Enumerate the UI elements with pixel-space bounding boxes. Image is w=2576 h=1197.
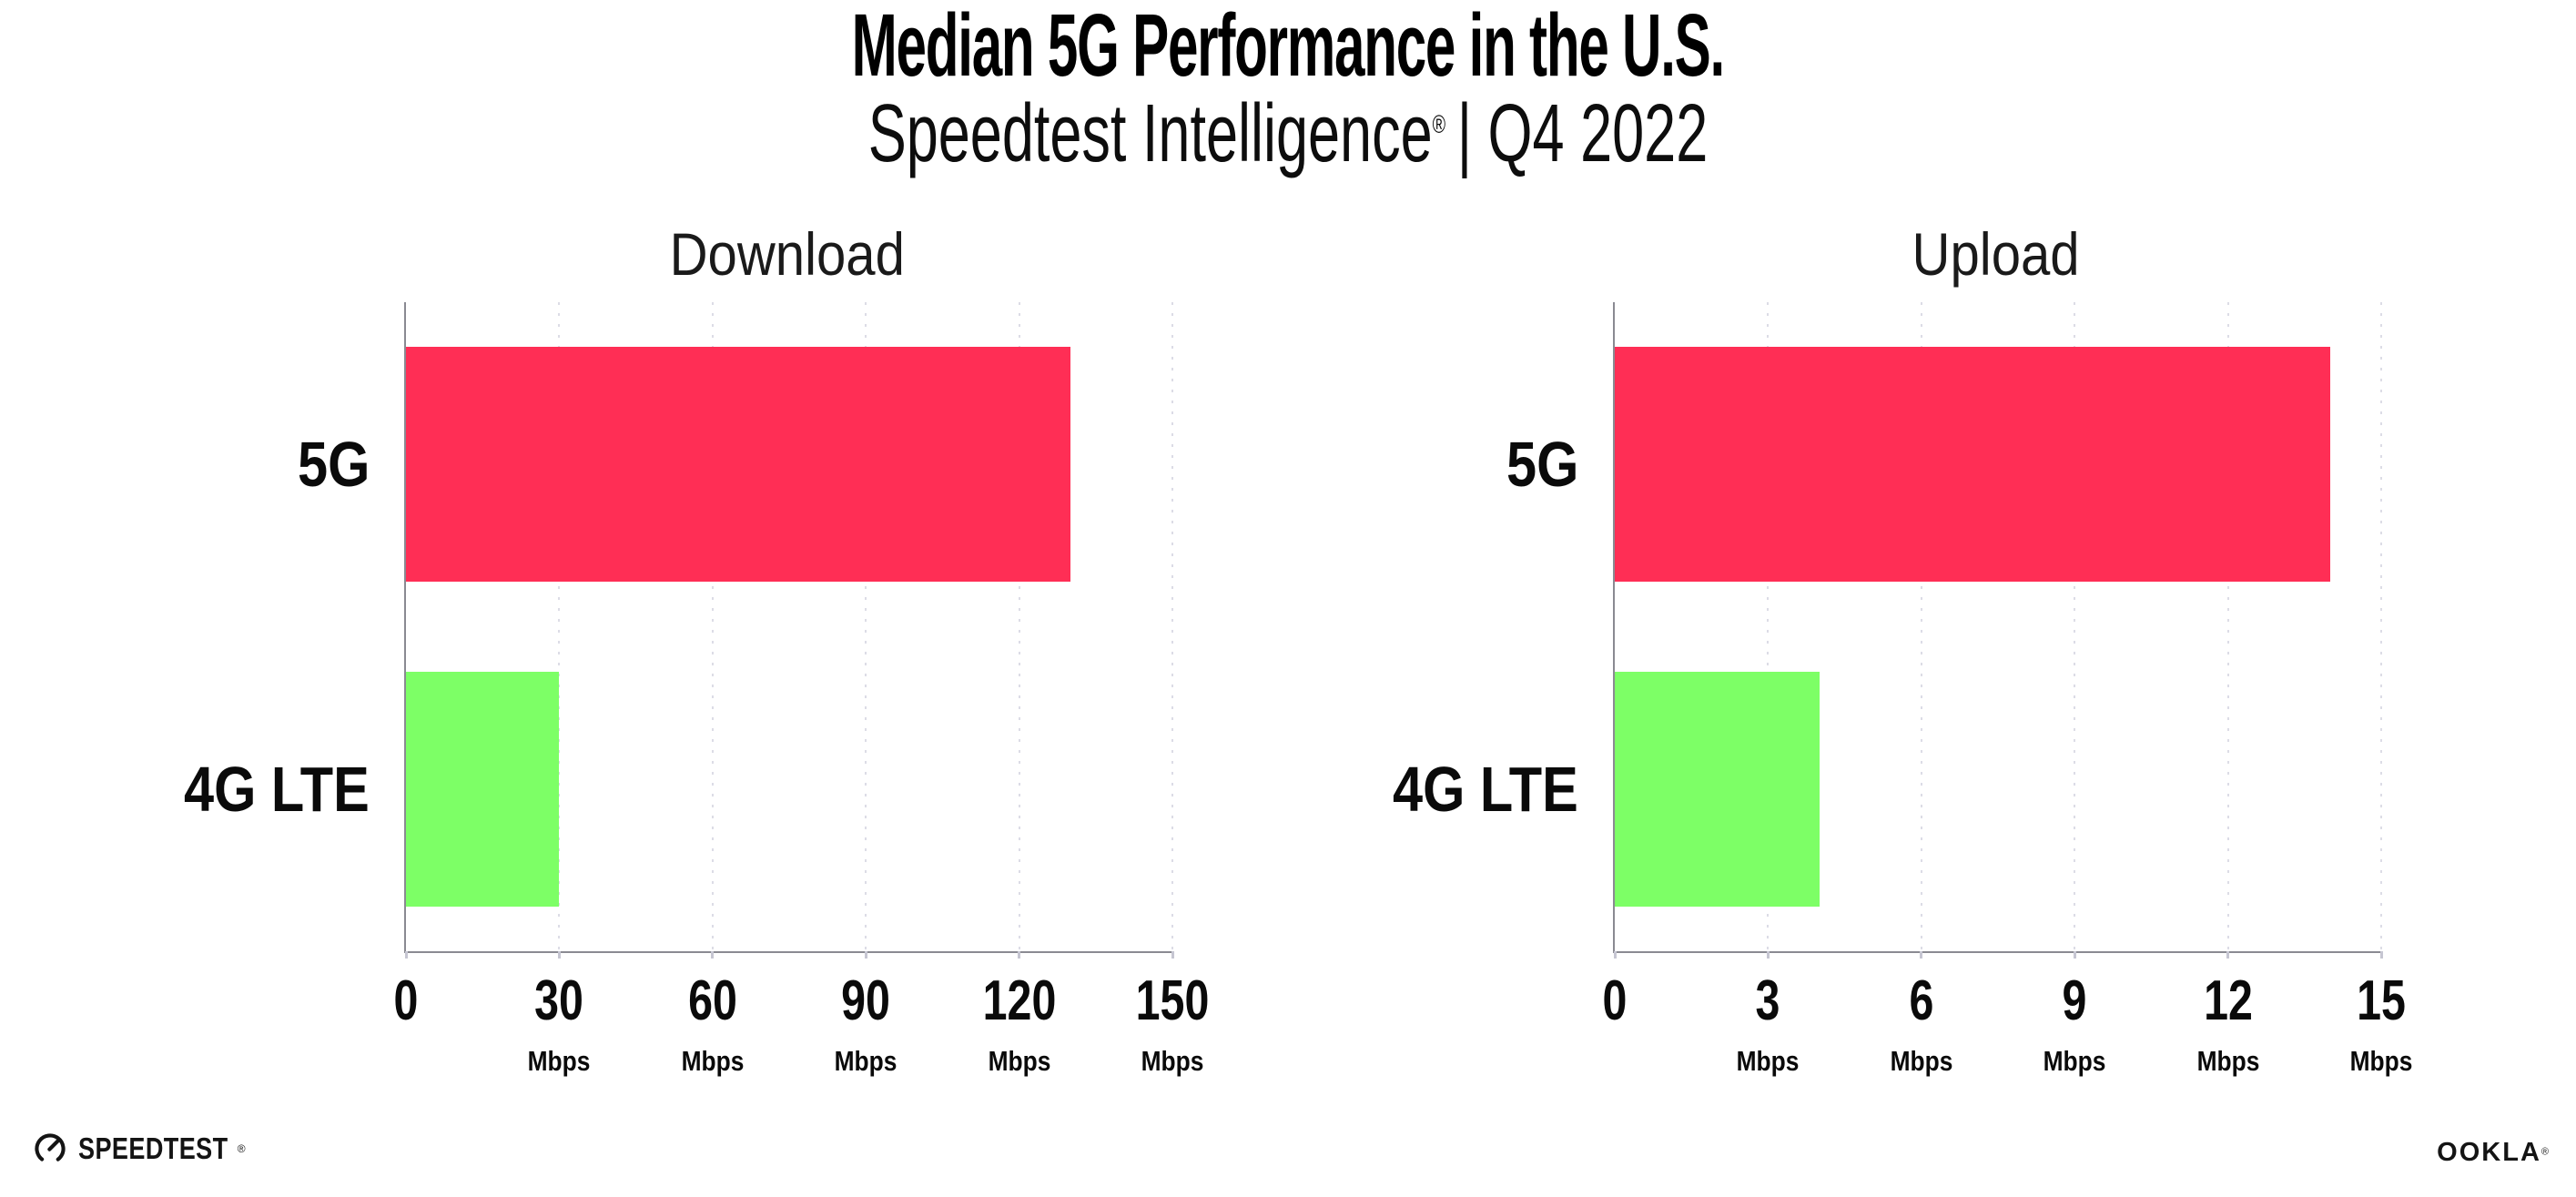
x-gridline [2226, 302, 2229, 951]
category-label: 5G [1506, 429, 1578, 501]
chart-title-text: Download [669, 220, 906, 288]
speedtest-logo: SPEEDTEST ® [33, 1129, 246, 1169]
x-tick-unit: Mbps [1141, 1045, 1204, 1077]
x-tick-label: 150 [1135, 969, 1210, 1032]
x-tick-unit: Mbps [2043, 1045, 2106, 1077]
x-tick-unit: Mbps [834, 1045, 898, 1077]
x-gridline [1920, 302, 1922, 951]
x-axis-tick [1171, 951, 1174, 959]
x-tick-label: 30 [534, 969, 584, 1032]
bar-5g [406, 347, 1070, 583]
bar-4g-lte [1615, 671, 1820, 907]
registered-mark: ® [1432, 110, 1446, 138]
x-tick-label: 120 [982, 969, 1056, 1032]
x-axis-tick [864, 951, 867, 959]
bar-5g [1615, 347, 2330, 583]
x-tick-label: 15 [2357, 969, 2406, 1032]
x-tick-unit: Mbps [681, 1045, 745, 1077]
page-subtitle-text: Speedtest Intelligence® | Q4 2022 [868, 91, 1709, 177]
speedtest-registered-mark: ® [237, 1142, 246, 1155]
chart-title-upload: Upload [1613, 220, 2379, 291]
x-axis-tick [1920, 951, 1923, 959]
ookla-logo: OOKLA® [2437, 1138, 2549, 1168]
x-tick-unit: Mbps [1736, 1045, 1800, 1077]
chart-title-text: Upload [1912, 220, 2081, 288]
x-tick-label: 3 [1755, 969, 1780, 1032]
x-tick-label: 0 [393, 969, 419, 1032]
subtitle-period: | Q4 2022 [1456, 88, 1709, 179]
x-axis-tick [1766, 951, 1770, 959]
x-gridline [865, 302, 867, 951]
category-label: 4G LTE [1393, 753, 1578, 825]
x-tick-label: 6 [1909, 969, 1934, 1032]
x-tick-unit: Mbps [2196, 1045, 2259, 1077]
x-tick-unit: Mbps [988, 1045, 1050, 1077]
category-label: 4G LTE [184, 753, 370, 825]
x-gridline [1767, 302, 1770, 951]
plot-area-upload: 0 3 Mbps 6 Mbps 9 Mbps 12 Mbps 15 Mbps 5G 4G LTE [1393, 302, 2412, 1077]
page-title: Median 5G Performance in the U.S. [0, 0, 2576, 91]
speedtest-gauge-icon [35, 1133, 66, 1164]
x-axis-tick [2073, 951, 2076, 959]
x-gridline [1171, 302, 1173, 951]
x-axis-tick [557, 951, 561, 959]
x-gridline [2380, 302, 2382, 951]
x-tick-unit: Mbps [1890, 1045, 1953, 1077]
page-subtitle: Speedtest Intelligence® | Q4 2022 [0, 91, 2576, 178]
x-axis-tick [1018, 951, 1021, 959]
x-axis-tick [2379, 951, 2383, 959]
x-tick-label: 0 [1602, 969, 1628, 1032]
x-gridline [2074, 302, 2076, 951]
bar-4g-lte [406, 671, 560, 907]
x-axis-tick [2226, 951, 2230, 959]
x-gridline [558, 302, 561, 951]
plot-area-download: 0 30 Mbps 60 Mbps 90 Mbps 120 Mbps 150 Mbps 5G 4G LT… [184, 302, 1209, 1077]
x-axis-tick [404, 951, 408, 959]
chart-title-download: Download [404, 220, 1171, 291]
speedtest-wordmark: SPEEDTEST [78, 1131, 228, 1165]
x-tick-label: 9 [2062, 969, 2087, 1032]
x-axis-tick [1613, 951, 1617, 959]
x-gridline [711, 302, 714, 951]
category-label: 5G [297, 429, 370, 501]
page-title-text: Median 5G Performance in the U.S. [851, 0, 1726, 95]
x-tick-unit: Mbps [527, 1045, 591, 1077]
x-tick-label: 60 [687, 969, 737, 1032]
x-tick-label: 12 [2203, 969, 2253, 1032]
ookla-registered-mark: ® [2541, 1146, 2549, 1158]
x-tick-label: 90 [841, 969, 891, 1032]
x-tick-unit: Mbps [2349, 1045, 2413, 1077]
x-axis-tick [711, 951, 715, 959]
subtitle-brand: Speedtest Intelligence [867, 88, 1433, 179]
x-gridline [1018, 302, 1020, 951]
ookla-wordmark: OOKLA [2437, 1138, 2541, 1167]
